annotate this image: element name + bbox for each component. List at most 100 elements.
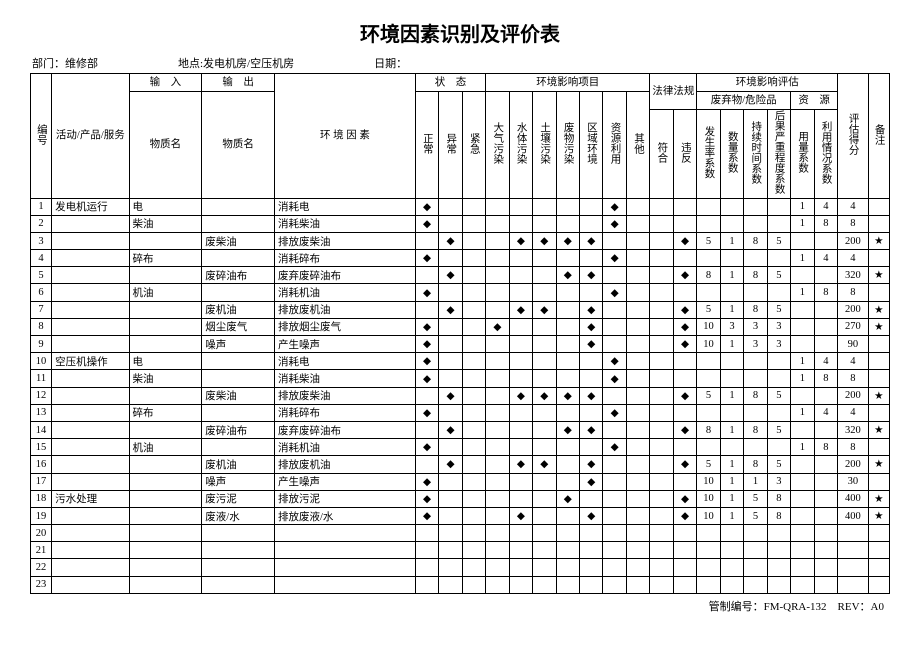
cell-ev-4 — [791, 490, 814, 507]
cell-imp-0 — [486, 559, 509, 576]
cell-imp-1 — [509, 353, 532, 370]
cell-factor: 废弃废碎油布 — [275, 267, 416, 284]
cell-imp-6 — [626, 576, 649, 593]
cell-imp-0 — [486, 439, 509, 456]
cell-state-0: ◆ — [415, 370, 438, 387]
cell-state-2 — [462, 490, 485, 507]
cell-score: 270 — [838, 318, 869, 335]
cell-state-1: ◆ — [439, 301, 462, 318]
cell-remark — [868, 353, 889, 370]
cell-state-0 — [415, 542, 438, 559]
cell-imp-6 — [626, 301, 649, 318]
cell-out — [202, 542, 275, 559]
table-row: 1发电机运行电消耗电◆◆144 — [31, 198, 890, 215]
cell-ev-5: 4 — [814, 404, 838, 421]
cell-no: 18 — [31, 490, 52, 507]
cell-act — [52, 284, 129, 301]
cell-remark — [868, 284, 889, 301]
cell-state-1 — [439, 284, 462, 301]
cell-remark — [868, 576, 889, 593]
cell-remark: ★ — [868, 507, 889, 524]
cell-imp-0 — [486, 284, 509, 301]
cell-law-0 — [650, 559, 673, 576]
cell-law-1: ◆ — [673, 456, 696, 473]
cell-factor: 排放废机油 — [275, 301, 416, 318]
hdr-imp-3: 废物污染 — [556, 92, 579, 199]
cell-imp-2 — [533, 559, 556, 576]
cell-law-0 — [650, 456, 673, 473]
cell-imp-5 — [603, 267, 626, 284]
cell-in — [129, 336, 202, 353]
cell-factor: 排放废柴油 — [275, 387, 416, 404]
cell-state-2 — [462, 232, 485, 249]
hdr-remark: 备注 — [868, 74, 889, 199]
cell-ev-2 — [744, 525, 767, 542]
cell-imp-2 — [533, 353, 556, 370]
cell-ev-0 — [697, 439, 720, 456]
table-row: 10空压机操作电消耗电◆◆144 — [31, 353, 890, 370]
table-row: 11柴油消耗柴油◆◆188 — [31, 370, 890, 387]
cell-ev-2 — [744, 353, 767, 370]
cell-act — [52, 473, 129, 490]
cell-score: 4 — [838, 353, 869, 370]
cell-ev-5: 8 — [814, 284, 838, 301]
cell-imp-5 — [603, 525, 626, 542]
cell-state-0: ◆ — [415, 250, 438, 267]
hdr-imp-1: 水体污染 — [509, 92, 532, 199]
cell-ev-1 — [720, 559, 743, 576]
cell-no: 23 — [31, 576, 52, 593]
cell-ev-4 — [791, 318, 814, 335]
cell-law-1: ◆ — [673, 336, 696, 353]
cell-no: 19 — [31, 507, 52, 524]
cell-ev-0: 10 — [697, 473, 720, 490]
cell-remark — [868, 198, 889, 215]
cell-state-1 — [439, 336, 462, 353]
hdr-imp-5: 资源利用 — [603, 92, 626, 199]
cell-no: 22 — [31, 559, 52, 576]
table-row: 4碎布消耗碎布◆◆144 — [31, 250, 890, 267]
cell-ev-2 — [744, 439, 767, 456]
cell-score: 8 — [838, 439, 869, 456]
cell-state-1 — [439, 318, 462, 335]
cell-in — [129, 387, 202, 404]
cell-imp-6 — [626, 318, 649, 335]
cell-ev-2 — [744, 542, 767, 559]
cell-ev-5: 8 — [814, 439, 838, 456]
cell-ev-5 — [814, 456, 838, 473]
cell-state-2 — [462, 439, 485, 456]
cell-imp-4 — [580, 525, 603, 542]
cell-imp-6 — [626, 525, 649, 542]
cell-no: 21 — [31, 542, 52, 559]
cell-ev-1: 1 — [720, 473, 743, 490]
cell-imp-3: ◆ — [556, 232, 579, 249]
cell-ev-5: 4 — [814, 250, 838, 267]
cell-imp-5 — [603, 473, 626, 490]
cell-act — [52, 336, 129, 353]
cell-imp-1 — [509, 542, 532, 559]
cell-law-1 — [673, 404, 696, 421]
hdr-state-2: 紧急 — [462, 92, 485, 199]
hdr-law-0: 符合 — [650, 110, 673, 199]
cell-no: 16 — [31, 456, 52, 473]
cell-law-0 — [650, 336, 673, 353]
cell-ev-1: 1 — [720, 387, 743, 404]
cell-imp-6 — [626, 559, 649, 576]
cell-no: 7 — [31, 301, 52, 318]
cell-imp-5 — [603, 542, 626, 559]
cell-imp-1: ◆ — [509, 456, 532, 473]
cell-state-2 — [462, 215, 485, 232]
cell-state-2 — [462, 301, 485, 318]
cell-imp-4 — [580, 250, 603, 267]
cell-imp-5 — [603, 490, 626, 507]
table-row: 16废机油排放废机油◆◆◆◆◆5185200★ — [31, 456, 890, 473]
cell-imp-5: ◆ — [603, 215, 626, 232]
cell-ev-2: 8 — [744, 456, 767, 473]
cell-imp-6 — [626, 232, 649, 249]
cell-law-0 — [650, 370, 673, 387]
hdr-impact: 环境影响项目 — [486, 74, 650, 92]
cell-imp-5 — [603, 318, 626, 335]
hdr-matname-out: 物质名 — [202, 92, 275, 199]
cell-no: 3 — [31, 232, 52, 249]
cell-state-1 — [439, 370, 462, 387]
cell-ev-4 — [791, 301, 814, 318]
